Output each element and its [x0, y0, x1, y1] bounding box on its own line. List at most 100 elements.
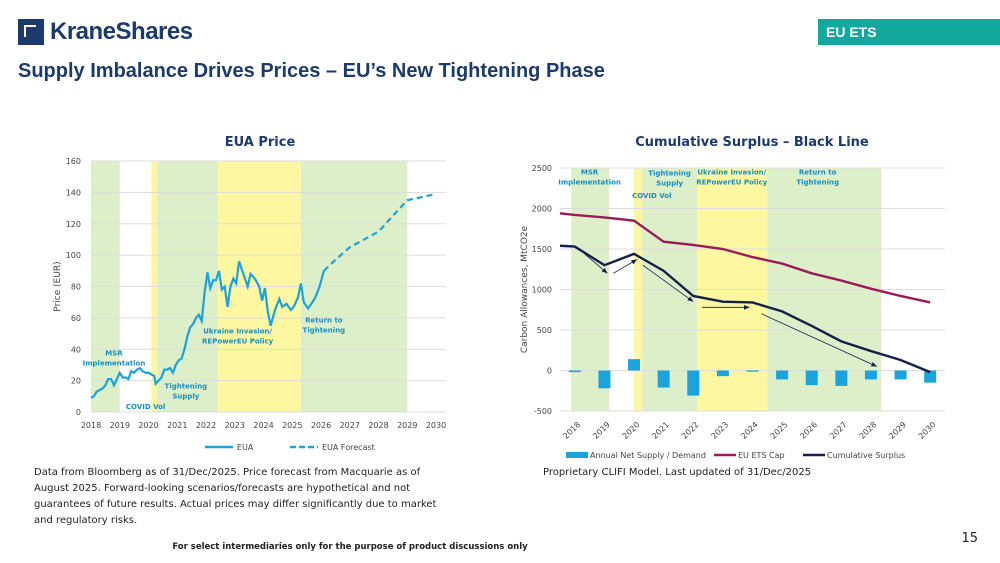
x-tick-label: 2023	[225, 421, 245, 430]
annotation-label: Implementation	[558, 178, 621, 186]
legend-label: Cumulative Surplus	[827, 451, 905, 460]
annotation-label: Tightening	[165, 382, 208, 390]
logo: KraneShares	[18, 18, 193, 46]
annotation-label: Supply	[656, 179, 683, 187]
annotation-label: Tightening	[796, 178, 839, 186]
legend-label: EUA	[237, 443, 254, 452]
y-axis-label: Carbon Allowances, MtCO2e	[520, 225, 530, 353]
series-line-cumulative-surplus	[559, 244, 931, 374]
y-tick-label: 100	[66, 251, 81, 260]
bar	[805, 370, 818, 386]
bar	[716, 370, 729, 377]
x-tick-label: 2028	[858, 420, 879, 441]
page-title: Supply Imbalance Drives Prices – EU’s Ne…	[18, 60, 605, 82]
x-tick-label: 2029	[887, 420, 908, 441]
annotation-label: COVID Vol	[126, 403, 165, 411]
source-note-right: Proprietary CLIFI Model. Last updated of…	[543, 467, 812, 478]
x-tick-label: 2030	[917, 420, 938, 441]
footer-disclaimer: For select intermediaries only for the p…	[172, 542, 528, 552]
x-tick-label: 2029	[397, 421, 417, 430]
y-tick-label: 40	[71, 345, 81, 354]
y-tick-label: 1000	[532, 286, 552, 295]
x-tick-label: 2023	[710, 420, 731, 441]
legend-label: EU ETS Cap	[738, 451, 785, 460]
annotation-label: Implementation	[83, 360, 146, 368]
y-tick-label: 20	[71, 377, 81, 386]
y-tick-label: 500	[537, 326, 552, 335]
section-tag: EU ETS	[818, 19, 1000, 45]
trend-arrow	[761, 313, 878, 367]
x-tick-label: 2020	[621, 420, 642, 441]
legend-label: EUA Forecast	[322, 443, 375, 452]
y-axis-label: Price (EUR)	[53, 261, 63, 311]
bar	[598, 370, 611, 389]
x-tick-label: 2027	[340, 421, 360, 430]
annotation-label: Supply	[172, 392, 199, 400]
bar	[687, 370, 700, 396]
x-tick-label: 2024	[253, 421, 273, 430]
x-tick-label: 2028	[368, 421, 388, 430]
x-tick-label: 2024	[739, 420, 760, 441]
y-tick-label: 0	[547, 367, 552, 376]
annotation-label: Tightening	[648, 169, 691, 177]
x-tick-label: 2022	[680, 420, 701, 441]
annotation-label: REPowerEU Policy	[202, 338, 274, 346]
bar	[776, 370, 789, 380]
x-tick-label: 2022	[196, 421, 216, 430]
x-tick-label: 2021	[650, 420, 671, 441]
source-note-left: Data from Bloomberg as of 31/Dec/2025. P…	[34, 467, 437, 526]
y-tick-label: 0	[76, 408, 81, 417]
x-tick-label: 2025	[769, 420, 790, 441]
annotation-label: MSR	[581, 168, 599, 176]
chart-title: Cumulative Surplus – Black Line	[635, 135, 869, 150]
y-tick-label: 140	[66, 188, 81, 197]
trend-arrow	[642, 264, 694, 302]
bar	[835, 370, 848, 386]
x-tick-label: 2026	[798, 420, 819, 441]
x-tick-label: 2021	[167, 421, 187, 430]
x-tick-label: 2030	[426, 421, 446, 430]
annotation-label: Return to	[305, 317, 343, 325]
bar	[746, 370, 759, 372]
annotation-label: Tightening	[303, 327, 346, 335]
y-tick-label: 80	[71, 283, 81, 292]
annotation-label: Return to	[799, 168, 837, 176]
y-tick-label: 120	[66, 220, 81, 229]
bar	[924, 370, 937, 383]
bar	[657, 370, 670, 388]
x-tick-label: 2018	[561, 420, 582, 441]
y-tick-label: 1500	[532, 245, 552, 254]
annotation-label: REPowerEU Policy	[696, 178, 768, 186]
annotation-label: COVID Vol	[632, 192, 671, 200]
y-tick-label: 2500	[532, 164, 552, 173]
bar	[894, 370, 907, 380]
logo-icon	[18, 19, 44, 45]
logo-text: KraneShares	[50, 18, 193, 45]
y-tick-label: 160	[66, 157, 81, 166]
chart-title: EUA Price	[225, 135, 296, 150]
series-line-eu-ets-cap	[559, 212, 931, 304]
x-tick-label: 2026	[311, 421, 331, 430]
x-tick-label: 2027	[828, 420, 849, 441]
page-number: 15	[961, 531, 978, 546]
annotation-label: MSR	[105, 350, 123, 358]
annotation-label: Ukraine Invasion/	[203, 328, 272, 336]
bar	[628, 359, 641, 371]
x-tick-label: 2020	[138, 421, 158, 430]
x-tick-label: 2018	[81, 421, 101, 430]
y-tick-label: 2000	[532, 205, 552, 214]
y-tick-label: 60	[71, 314, 81, 323]
series-line-eua-forecast	[323, 192, 437, 272]
x-tick-label: 2025	[282, 421, 302, 430]
series-line-eua	[90, 261, 325, 399]
y-tick-label: -500	[534, 407, 552, 416]
bar	[568, 370, 581, 373]
legend-swatch	[566, 452, 588, 458]
bar	[864, 370, 877, 380]
annotation-label: Ukraine Invasion/	[697, 168, 766, 176]
x-tick-label: 2019	[591, 420, 612, 441]
x-tick-label: 2019	[110, 421, 130, 430]
trend-arrow	[613, 259, 638, 274]
trend-arrow	[583, 252, 608, 274]
